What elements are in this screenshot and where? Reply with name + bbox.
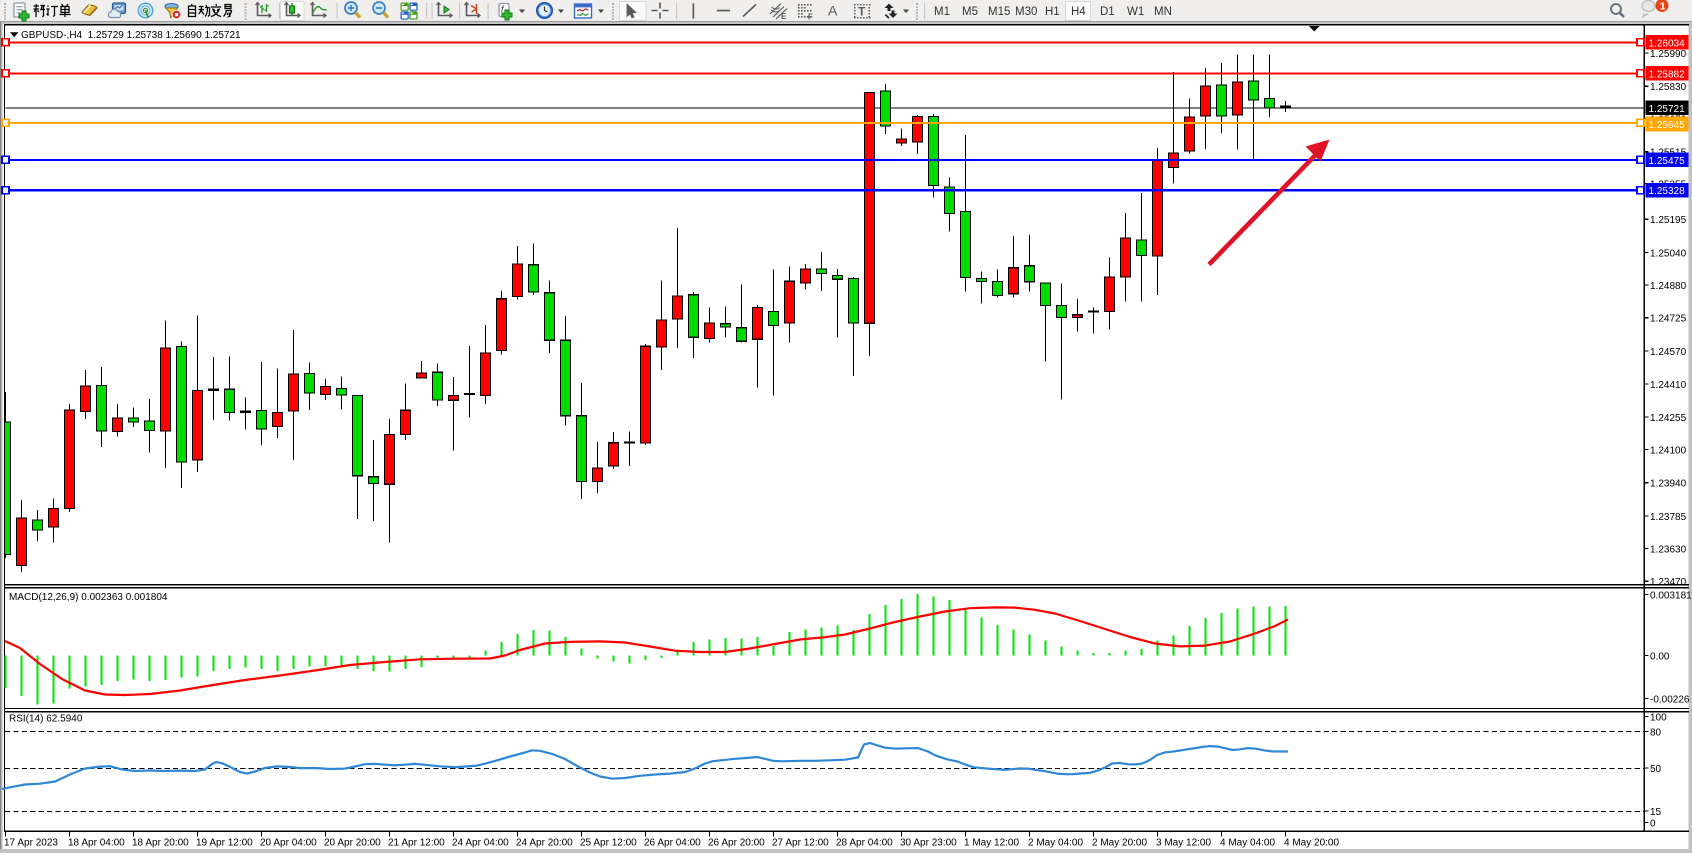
svg-text:1.26034: 1.26034: [1649, 38, 1686, 49]
svg-text:1.24255: 1.24255: [1650, 413, 1687, 424]
svg-text:100: 100: [1650, 713, 1667, 724]
svg-text:19 Apr 12:00: 19 Apr 12:00: [196, 838, 253, 849]
svg-text:1.25328: 1.25328: [1649, 186, 1686, 197]
svg-text:A: A: [828, 3, 838, 19]
svg-text:-0.00226: -0.00226: [1650, 695, 1690, 706]
svg-text:0.00: 0.00: [1650, 652, 1670, 663]
svg-text:18 Apr 20:00: 18 Apr 20:00: [132, 838, 189, 849]
svg-text:24 Apr 04:00: 24 Apr 04:00: [452, 838, 509, 849]
svg-text:GBPUSD-,H4 1.25729 1.25738 1.: GBPUSD-,H4 1.25729 1.25738 1.25690 1.257…: [21, 30, 241, 41]
svg-text:T: T: [858, 5, 866, 19]
svg-text:1.25990: 1.25990: [1650, 49, 1687, 60]
svg-text:1 May 12:00: 1 May 12:00: [964, 838, 1019, 849]
svg-text:26 Apr 04:00: 26 Apr 04:00: [644, 838, 701, 849]
svg-text:1.23630: 1.23630: [1650, 545, 1687, 556]
svg-text:2 May 20:00: 2 May 20:00: [1092, 838, 1147, 849]
svg-text:M15: M15: [988, 6, 1010, 18]
svg-text:F: F: [808, 13, 813, 22]
svg-text:80: 80: [1650, 728, 1662, 739]
svg-text:2 May 04:00: 2 May 04:00: [1028, 838, 1083, 849]
svg-text:H1: H1: [1045, 6, 1060, 18]
svg-text:21 Apr 12:00: 21 Apr 12:00: [388, 838, 445, 849]
svg-text:E: E: [781, 12, 787, 21]
svg-text:4 May 20:00: 4 May 20:00: [1284, 838, 1339, 849]
svg-text:0: 0: [1650, 819, 1656, 830]
svg-text:15: 15: [1650, 807, 1662, 818]
svg-text:W1: W1: [1127, 6, 1144, 18]
svg-text:4 May 04:00: 4 May 04:00: [1220, 838, 1275, 849]
svg-text:M1: M1: [934, 6, 950, 18]
svg-text:1.24410: 1.24410: [1650, 380, 1687, 391]
svg-text:20 Apr 04:00: 20 Apr 04:00: [260, 838, 317, 849]
svg-text:18 Apr 04:00: 18 Apr 04:00: [68, 838, 125, 849]
svg-text:1.25475: 1.25475: [1649, 156, 1686, 167]
svg-text:1.24570: 1.24570: [1650, 347, 1687, 358]
svg-text:1.25645: 1.25645: [1649, 120, 1686, 131]
svg-text:MN: MN: [1154, 6, 1172, 18]
svg-text:0.003181: 0.003181: [1650, 591, 1692, 602]
svg-text:D1: D1: [1100, 6, 1115, 18]
svg-text:1.24880: 1.24880: [1650, 281, 1687, 292]
svg-text:1.25882: 1.25882: [1649, 69, 1686, 80]
svg-text:f: f: [501, 4, 505, 14]
svg-text:3 May 12:00: 3 May 12:00: [1156, 838, 1211, 849]
svg-text:1.23785: 1.23785: [1650, 512, 1687, 523]
svg-text:28 Apr 04:00: 28 Apr 04:00: [836, 838, 893, 849]
svg-text:M30: M30: [1015, 6, 1037, 18]
svg-text:1.25040: 1.25040: [1650, 248, 1687, 259]
svg-text:1.25721: 1.25721: [1649, 104, 1686, 115]
svg-text:1.24725: 1.24725: [1650, 314, 1687, 325]
svg-text:17 Apr 2023: 17 Apr 2023: [4, 838, 58, 849]
svg-text:25 Apr 12:00: 25 Apr 12:00: [580, 838, 637, 849]
svg-text:RSI(14) 62.5940: RSI(14) 62.5940: [9, 713, 83, 724]
svg-text:50: 50: [1650, 764, 1662, 775]
svg-text:1.23940: 1.23940: [1650, 479, 1687, 490]
svg-text:H4: H4: [1071, 6, 1086, 18]
svg-text:26 Apr 20:00: 26 Apr 20:00: [708, 838, 765, 849]
svg-text:1.24100: 1.24100: [1650, 446, 1687, 457]
svg-text:M5: M5: [962, 6, 978, 18]
svg-text:20 Apr 20:00: 20 Apr 20:00: [324, 838, 381, 849]
svg-text:24 Apr 20:00: 24 Apr 20:00: [516, 838, 573, 849]
svg-text:1: 1: [1660, 1, 1666, 13]
svg-text:27 Apr 12:00: 27 Apr 12:00: [772, 838, 829, 849]
svg-text:1.25830: 1.25830: [1650, 82, 1687, 93]
svg-text:30 Apr 23:00: 30 Apr 23:00: [900, 838, 957, 849]
svg-text:1.23470: 1.23470: [1650, 577, 1687, 588]
svg-text:1.25195: 1.25195: [1650, 215, 1687, 226]
svg-text:MACD(12,26,9) 0.002363 0.00180: MACD(12,26,9) 0.002363 0.001804: [9, 592, 168, 603]
